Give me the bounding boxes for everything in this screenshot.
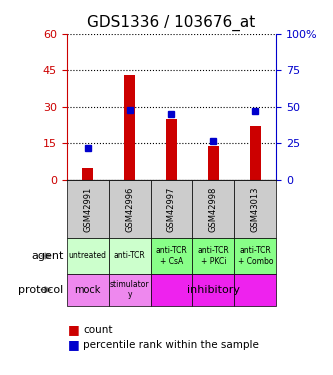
Text: anti-TCR: anti-TCR — [114, 251, 146, 260]
Text: GSM43013: GSM43013 — [251, 186, 260, 232]
Text: ■: ■ — [68, 324, 80, 336]
Title: GDS1336 / 103676_at: GDS1336 / 103676_at — [87, 15, 256, 31]
Text: GSM42998: GSM42998 — [209, 186, 218, 232]
Bar — [82, 168, 93, 180]
Text: GSM42991: GSM42991 — [83, 186, 92, 232]
Text: anti-TCR
+ PKCi: anti-TCR + PKCi — [197, 246, 229, 266]
Text: GSM42996: GSM42996 — [125, 186, 134, 232]
Text: ■: ■ — [68, 339, 80, 351]
Text: percentile rank within the sample: percentile rank within the sample — [83, 340, 259, 350]
Text: stimulator
y: stimulator y — [110, 280, 149, 299]
Text: inhibitory: inhibitory — [187, 285, 240, 295]
Text: protocol: protocol — [18, 285, 63, 295]
Bar — [208, 146, 219, 180]
Text: anti-TCR
+ CsA: anti-TCR + CsA — [156, 246, 187, 266]
Bar — [250, 126, 261, 180]
Bar — [166, 119, 177, 180]
Text: mock: mock — [74, 285, 101, 295]
Bar — [124, 75, 135, 180]
Text: count: count — [83, 325, 113, 335]
Text: untreated: untreated — [69, 251, 107, 260]
Text: GSM42997: GSM42997 — [167, 186, 176, 232]
Text: agent: agent — [31, 251, 63, 261]
Text: anti-TCR
+ Combo: anti-TCR + Combo — [238, 246, 273, 266]
